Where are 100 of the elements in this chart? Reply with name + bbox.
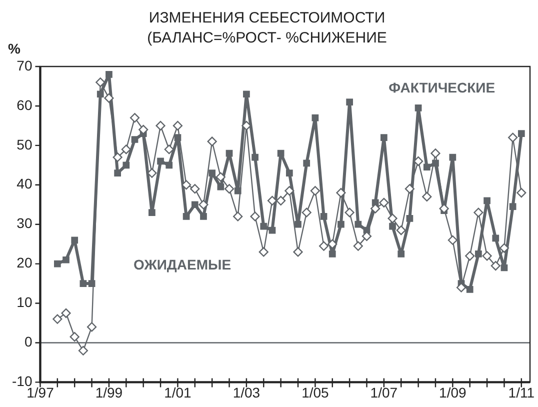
point — [166, 162, 173, 169]
y-tick-label: 60 — [16, 96, 32, 113]
point — [131, 136, 138, 143]
point — [499, 243, 510, 253]
point — [243, 90, 250, 98]
point — [456, 282, 466, 292]
point — [320, 213, 328, 220]
point — [70, 332, 80, 342]
point — [508, 132, 518, 142]
point — [294, 220, 302, 228]
point — [346, 98, 353, 106]
point — [71, 236, 78, 244]
point — [147, 168, 157, 178]
point — [156, 120, 166, 130]
point — [423, 164, 430, 171]
x-tick-label: 1/99 — [95, 384, 123, 400]
point — [398, 250, 405, 258]
y-tick-label: 10 — [16, 294, 32, 310]
point — [484, 197, 490, 204]
point — [78, 346, 88, 356]
point — [380, 134, 388, 141]
point — [370, 204, 380, 214]
point — [96, 77, 106, 88]
point — [224, 184, 234, 194]
point — [277, 150, 284, 157]
point — [268, 226, 276, 234]
point — [242, 120, 252, 130]
point — [226, 150, 233, 157]
point — [252, 154, 258, 161]
point — [465, 251, 475, 261]
point — [389, 222, 396, 230]
point — [217, 183, 224, 190]
point — [233, 212, 243, 222]
point — [61, 308, 71, 318]
x-tick-label: 1/09 — [439, 384, 467, 400]
text: ОЖИДАЕМЫЕ — [133, 256, 232, 272]
point — [492, 234, 500, 242]
point — [448, 235, 458, 245]
point — [490, 260, 500, 271]
point — [482, 251, 492, 261]
y-tick-label: 30 — [16, 215, 32, 232]
x-tick-label: 1/05 — [302, 384, 330, 400]
point — [121, 144, 131, 154]
point — [260, 222, 268, 230]
point — [474, 208, 484, 218]
y-tick-label: 70 — [16, 57, 32, 74]
point — [276, 196, 286, 206]
x-tick-label: 1/03 — [232, 384, 260, 400]
point — [54, 260, 61, 268]
point — [293, 247, 303, 257]
point — [216, 172, 226, 182]
point — [422, 192, 432, 202]
point — [191, 201, 198, 208]
point — [138, 124, 148, 134]
point — [312, 114, 319, 122]
point — [344, 208, 354, 218]
point — [328, 250, 336, 258]
point — [164, 144, 174, 154]
chart-subtitle: (БАЛАНС=%РОСТ- %СНИЖЕНИЕ — [147, 30, 387, 47]
point — [449, 154, 456, 161]
point — [396, 225, 406, 236]
point — [250, 212, 260, 222]
point — [302, 208, 312, 218]
point — [80, 280, 87, 287]
y-tick-label: 40 — [16, 176, 32, 192]
y-tick-label: 50 — [16, 136, 32, 152]
point — [96, 90, 104, 98]
point — [198, 200, 208, 210]
point — [414, 104, 422, 112]
point — [362, 231, 372, 241]
series-label: ФАКТИЧЕСКИЕ — [388, 79, 496, 96]
y-tick-label: 20 — [16, 254, 32, 271]
point — [182, 213, 190, 220]
chart-title: ИЗМЕНЕНИЯ СЕБЕСТОИМОСТИ — [148, 9, 386, 26]
point — [336, 188, 346, 198]
point — [318, 241, 329, 251]
point — [406, 215, 414, 222]
point — [104, 93, 114, 103]
point — [518, 130, 525, 138]
point — [353, 241, 363, 251]
point — [414, 156, 424, 166]
point — [52, 314, 62, 324]
point — [208, 170, 216, 176]
point — [190, 184, 200, 194]
point — [284, 186, 294, 196]
point — [516, 188, 526, 198]
point — [130, 113, 140, 123]
point — [500, 264, 508, 272]
point — [379, 198, 389, 208]
point — [114, 170, 121, 176]
y-axis-title: % — [8, 40, 21, 56]
point — [62, 256, 70, 264]
point — [475, 250, 482, 258]
x-tick-label: 1/11 — [508, 384, 535, 400]
point — [106, 70, 112, 78]
point — [466, 286, 474, 293]
point — [430, 148, 440, 158]
point — [157, 158, 164, 165]
point — [112, 152, 122, 162]
y-tick-label: 0 — [24, 334, 32, 350]
